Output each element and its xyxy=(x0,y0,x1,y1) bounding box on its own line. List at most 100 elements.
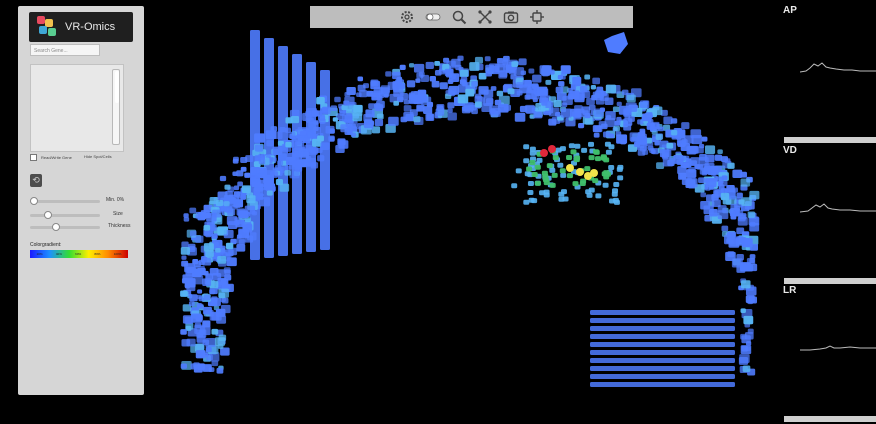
tissue-spot xyxy=(232,171,238,176)
tissue-spot xyxy=(425,113,435,122)
gear-icon[interactable] xyxy=(399,9,415,25)
thickness-slider[interactable] xyxy=(30,223,100,231)
reset-icon[interactable]: ⟲ xyxy=(30,174,42,187)
gradient-tick: 100% xyxy=(113,252,122,256)
thickness-knob[interactable] xyxy=(51,223,60,231)
tissue-spot xyxy=(202,364,212,372)
tissue-spot xyxy=(558,196,565,202)
tissue-spot xyxy=(717,149,723,154)
tissue-spot xyxy=(202,278,212,287)
size-slider[interactable] xyxy=(30,211,100,219)
tissue-spot xyxy=(713,190,719,195)
tissue-spot xyxy=(727,162,735,169)
tissue-spot xyxy=(403,99,410,105)
tissue-spot xyxy=(527,181,534,187)
tissue-spot xyxy=(445,72,452,78)
min-threshold-knob[interactable] xyxy=(30,197,38,205)
tissue-spot xyxy=(388,116,399,126)
tissue-spot xyxy=(192,258,199,265)
tissue-spot xyxy=(637,119,644,125)
tissue-spot xyxy=(284,127,291,133)
tissue-spot xyxy=(475,93,482,99)
gene-list[interactable] xyxy=(30,64,124,152)
tissue-spot xyxy=(523,199,530,205)
tissue-spot xyxy=(408,93,416,100)
tissue-spot xyxy=(740,178,751,187)
tissue-spot xyxy=(304,130,314,139)
lr-plot-bar[interactable] xyxy=(784,416,876,422)
tissue-spot xyxy=(617,175,624,181)
tissue-spot xyxy=(615,131,622,136)
hotspot-green xyxy=(534,164,541,170)
tissue-spot xyxy=(469,62,480,71)
tissue-spot xyxy=(700,201,711,210)
tissue-spot xyxy=(701,170,708,176)
tissue-spot xyxy=(271,157,277,162)
tissue-spot xyxy=(741,280,751,289)
tissue-spot xyxy=(209,289,216,295)
tissue-spot xyxy=(666,142,674,149)
tissue-spot xyxy=(532,74,542,83)
tissue-spot xyxy=(539,190,546,196)
settings-icon[interactable] xyxy=(529,9,545,25)
hotspot-green xyxy=(579,180,586,186)
tissue-spot xyxy=(579,86,588,93)
tissue-spot xyxy=(228,196,234,202)
tissue-spot xyxy=(539,96,547,103)
tissue-spot xyxy=(289,160,300,170)
vd-distribution-plot xyxy=(800,203,876,213)
ap-plot-bar[interactable] xyxy=(784,137,876,143)
tissue-stripe xyxy=(590,318,735,323)
tissue-spot xyxy=(568,143,575,149)
tissue-spot xyxy=(727,251,735,258)
read-write-gene-option[interactable]: Read/Write Gene xyxy=(30,154,72,161)
tissue-spot xyxy=(263,183,273,191)
tissue-spot xyxy=(250,173,261,182)
tissue-spot xyxy=(197,289,203,294)
vd-plot-bar[interactable] xyxy=(784,278,876,284)
tissue-spot xyxy=(332,117,338,122)
tissue-spot xyxy=(301,158,311,167)
tissue-spot xyxy=(328,136,335,142)
tissue-spot xyxy=(524,79,532,87)
tissue-spot xyxy=(409,109,418,116)
tissue-spot xyxy=(232,158,239,164)
search-icon[interactable] xyxy=(451,9,467,25)
tissue-spot xyxy=(465,88,475,97)
tissue-spot xyxy=(221,297,229,304)
gene-list-scrollbar[interactable] xyxy=(112,69,120,145)
tissue-spot xyxy=(317,135,324,142)
camera-icon[interactable] xyxy=(503,9,519,25)
cluster-icon[interactable] xyxy=(477,9,493,25)
tissue-spot xyxy=(592,77,601,85)
tissue-spot xyxy=(289,169,300,179)
gene-search-input[interactable]: Search Gene... xyxy=(30,44,100,56)
tissue-spot xyxy=(439,82,448,90)
spatial-3d-view[interactable] xyxy=(150,0,780,424)
tissue-spot xyxy=(646,122,655,130)
gene-list-scroll-thumb[interactable] xyxy=(115,71,119,103)
tissue-spot xyxy=(574,108,585,118)
size-label: Size xyxy=(113,211,123,217)
app-logo: VR-Omics xyxy=(29,12,133,42)
tissue-spot xyxy=(278,153,287,161)
tissue-spot xyxy=(457,94,469,104)
min-threshold-slider[interactable] xyxy=(30,197,100,205)
size-knob[interactable] xyxy=(44,211,53,219)
hide-spots-option[interactable]: Hide Spot/Cells xyxy=(84,154,112,159)
tissue-spot xyxy=(220,347,230,356)
read-write-gene-checkbox[interactable] xyxy=(30,154,37,161)
tissue-spot xyxy=(560,108,572,118)
hotspot-green xyxy=(546,163,553,169)
toggle-icon[interactable] xyxy=(425,9,441,25)
tissue-spot xyxy=(588,104,596,111)
hotspot-green xyxy=(552,155,559,161)
tissue-spot xyxy=(370,80,377,86)
gradient-tick: 20% xyxy=(36,252,43,256)
tissue-spot xyxy=(223,201,230,207)
thickness-label: Thickness xyxy=(108,223,131,229)
tissue-spot xyxy=(604,97,614,105)
tissue-spot xyxy=(701,136,708,142)
tissue-spot xyxy=(444,93,452,100)
tissue-spot xyxy=(474,56,484,64)
